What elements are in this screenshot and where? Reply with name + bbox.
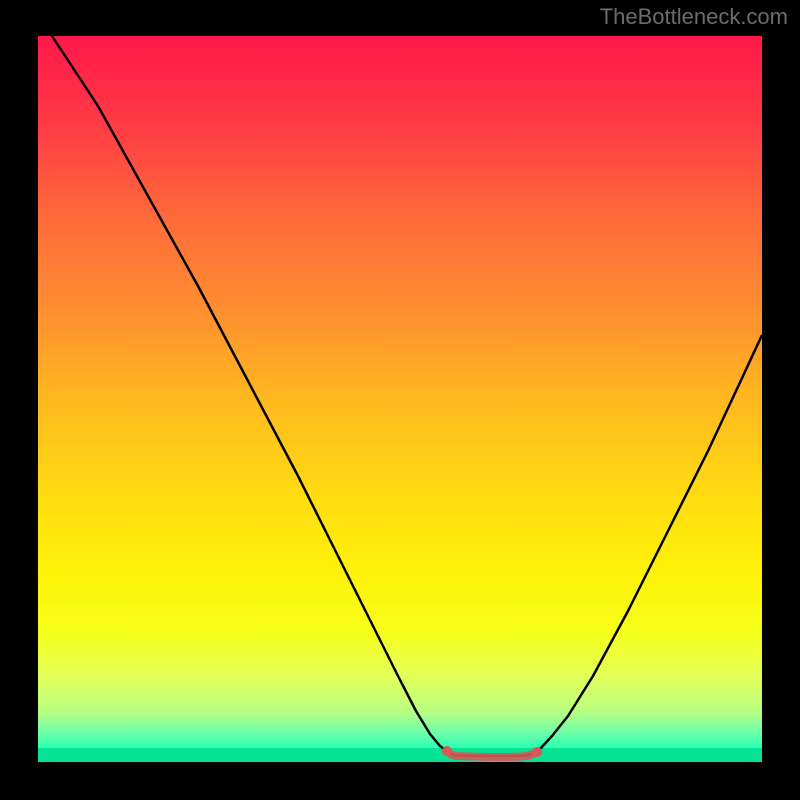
highlight-band	[447, 751, 537, 757]
bottleneck-curve	[52, 36, 762, 756]
curve-layer	[38, 36, 762, 762]
plot-area	[38, 36, 762, 762]
watermark-text: TheBottleneck.com	[600, 4, 788, 30]
